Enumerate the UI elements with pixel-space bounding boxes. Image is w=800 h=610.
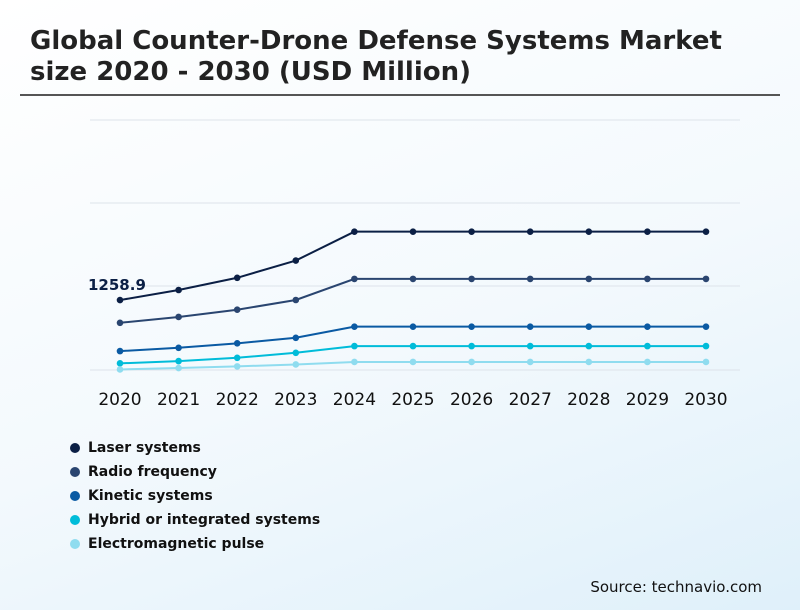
data-point-0-6: [468, 228, 475, 235]
data-point-4-2: [233, 363, 241, 370]
legend-label: Kinetic systems: [88, 488, 213, 504]
data-point-3-5: [409, 342, 417, 350]
legend-swatch: [70, 467, 80, 477]
data-point-0-9: [644, 228, 651, 235]
x-tick-label: 2030: [684, 390, 727, 410]
data-point-2-10: [702, 323, 710, 330]
data-point-2-1: [175, 344, 182, 352]
data-point-3-6: [468, 342, 475, 350]
legend-swatch: [70, 515, 80, 525]
data-point-0-4: [351, 228, 358, 235]
data-point-1-4: [351, 275, 358, 283]
data-point-2-4: [351, 323, 358, 330]
data-point-1-5: [409, 275, 417, 283]
data-point-4-7: [526, 358, 534, 366]
data-point-2-9: [644, 323, 651, 330]
legend-label: Radio frequency: [88, 464, 217, 480]
data-point-1-0: [116, 319, 124, 327]
chart-title: Global Counter-Drone Defense Systems Mar…: [30, 26, 722, 87]
x-tick-label: 2025: [391, 390, 434, 410]
data-point-4-10: [702, 358, 710, 366]
data-point-3-7: [526, 342, 534, 350]
data-point-1-3: [292, 296, 300, 304]
data-point-1-6: [468, 275, 475, 283]
data-point-0-2: [233, 274, 241, 282]
data-point-4-3: [292, 361, 300, 368]
data-point-3-4: [351, 342, 358, 350]
data-point-3-8: [585, 342, 593, 350]
data-point-4-6: [468, 358, 475, 366]
x-tick-label: 2020: [98, 390, 141, 410]
x-tick-label: 2028: [567, 390, 610, 410]
data-point-3-10: [702, 342, 710, 350]
data-point-2-2: [233, 340, 241, 347]
x-tick-label: 2022: [216, 390, 259, 410]
series-line-0: [119, 230, 706, 302]
data-point-0-1: [175, 286, 182, 294]
x-tick-label: 2023: [274, 390, 317, 410]
data-point-1-9: [644, 275, 651, 283]
data-point-0-10: [702, 228, 710, 235]
data-point-2-0: [116, 347, 124, 355]
data-label-annotation: 1258.9: [88, 276, 146, 294]
legend-item: Hybrid or integrated systems: [70, 508, 320, 532]
data-point-4-8: [585, 358, 593, 366]
series-line-1: [119, 277, 706, 324]
source-credit: Source: technavio.com: [590, 578, 762, 596]
data-point-1-2: [233, 306, 241, 314]
data-point-0-0: [116, 296, 124, 304]
legend-swatch: [70, 443, 80, 453]
legend-swatch: [70, 491, 80, 501]
legend-item: Kinetic systems: [70, 484, 320, 508]
legend-item: Electromagnetic pulse: [70, 532, 320, 556]
legend-label: Electromagnetic pulse: [88, 536, 265, 552]
x-tick-label: 2027: [509, 390, 552, 410]
data-point-4-4: [351, 358, 358, 366]
data-point-4-1: [175, 364, 182, 372]
data-point-4-5: [409, 358, 417, 366]
data-point-3-0: [116, 360, 124, 367]
title-divider: [20, 94, 780, 96]
data-point-2-7: [526, 323, 534, 330]
chart-legend: Laser systems Radio frequency Kinetic syst…: [70, 436, 320, 556]
legend-item: Laser systems: [70, 436, 320, 460]
data-point-0-5: [409, 228, 417, 235]
data-point-3-2: [233, 354, 241, 362]
x-tick-label: 2021: [157, 390, 200, 410]
x-tick-label: 2024: [333, 390, 376, 410]
x-tick-label: 2029: [626, 390, 669, 410]
data-point-2-6: [468, 323, 475, 330]
data-point-0-3: [292, 257, 300, 264]
data-point-1-7: [526, 275, 534, 283]
data-point-2-3: [292, 334, 300, 342]
data-point-1-1: [175, 313, 182, 321]
data-point-3-3: [292, 349, 300, 357]
legend-label: Laser systems: [88, 440, 201, 456]
data-point-3-1: [175, 357, 182, 365]
data-point-4-0: [116, 366, 124, 373]
data-point-3-9: [644, 342, 651, 350]
legend-item: Radio frequency: [70, 460, 320, 484]
data-point-1-8: [585, 275, 593, 283]
x-tick-label: 2026: [450, 390, 493, 410]
data-point-4-9: [644, 358, 651, 366]
line-chart: 2020 2021 2022 2023 2024 2025 2026 2027 2028 2029…: [88, 119, 740, 410]
data-point-0-7: [526, 228, 534, 235]
data-point-1-10: [702, 275, 710, 283]
data-point-0-8: [585, 228, 593, 235]
legend-swatch: [70, 539, 80, 549]
data-point-2-8: [585, 323, 593, 330]
legend-label: Hybrid or integrated systems: [88, 512, 321, 528]
data-point-2-5: [409, 323, 417, 330]
